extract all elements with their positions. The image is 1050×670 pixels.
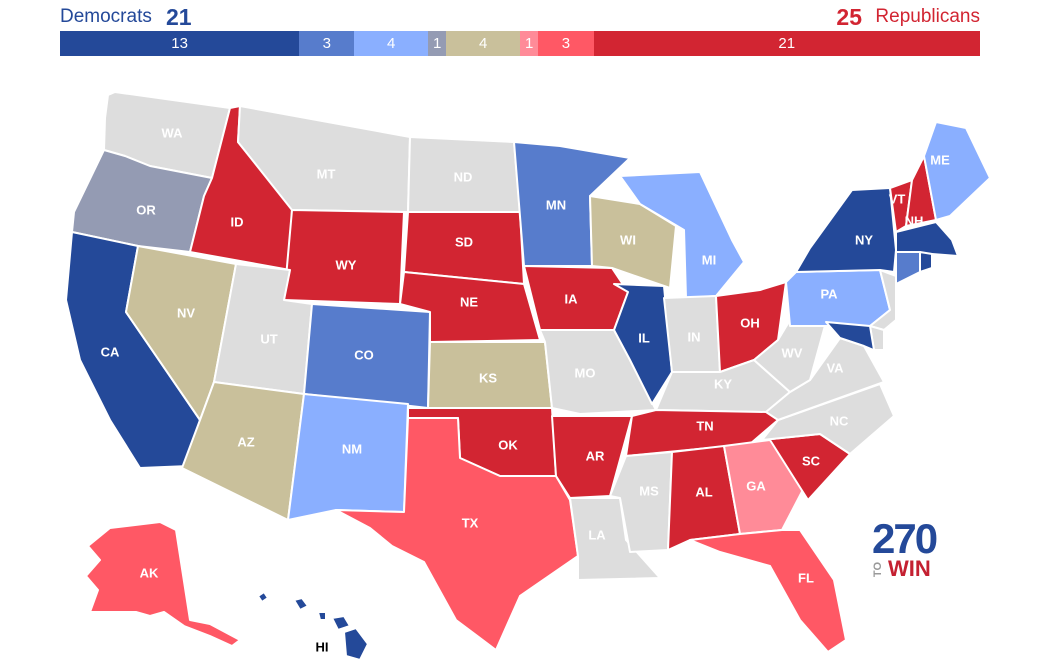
state-label-NM: NM: [342, 441, 362, 456]
state-label-AZ: AZ: [237, 434, 254, 449]
state-label-UT: UT: [260, 331, 277, 346]
state-label-VT: VT: [889, 191, 906, 206]
republicans-label: Republicans: [875, 6, 980, 27]
state-AK[interactable]: [85, 521, 241, 647]
rating-segment[interactable]: 13: [60, 31, 300, 56]
state-label-PA: PA: [820, 286, 838, 301]
republicans-count: 25: [836, 4, 862, 30]
state-label-AR: AR: [586, 448, 605, 463]
state-label-WY: WY: [336, 257, 357, 272]
state-PA[interactable]: [785, 269, 891, 327]
state-RI[interactable]: [919, 251, 933, 273]
header: Democrats 21 25 Republicans: [60, 4, 980, 30]
rating-segment[interactable]: 3: [538, 31, 594, 56]
state-FL[interactable]: [689, 529, 847, 653]
state-label-NE: NE: [460, 294, 478, 309]
state-label-SD: SD: [455, 234, 473, 249]
state-AZ[interactable]: [181, 381, 305, 521]
state-label-NH: NH: [905, 213, 924, 228]
state-CT[interactable]: [895, 251, 921, 285]
state-label-MI: MI: [702, 252, 716, 267]
state-HI[interactable]: [257, 591, 369, 661]
state-label-MS: MS: [639, 483, 659, 498]
state-label-OK: OK: [498, 437, 518, 452]
state-label-ID: ID: [231, 214, 244, 229]
state-label-KY: KY: [714, 376, 732, 391]
democrats-label: Democrats: [60, 6, 152, 27]
state-label-SC: SC: [802, 453, 821, 468]
state-label-TN: TN: [696, 418, 713, 433]
state-NM[interactable]: [287, 393, 409, 521]
logo-to: TO: [872, 562, 884, 578]
logo-win: WIN: [888, 556, 931, 581]
state-label-OH: OH: [740, 315, 760, 330]
state-label-MN: MN: [546, 197, 566, 212]
270towin-logo[interactable]: 270 TO WIN: [872, 518, 944, 582]
state-label-GA: GA: [746, 478, 766, 493]
rating-segment[interactable]: 3: [299, 31, 355, 56]
state-label-AL: AL: [695, 484, 712, 499]
rating-segment[interactable]: 21: [593, 31, 980, 56]
state-label-FL: FL: [798, 570, 814, 585]
state-label-IA: IA: [565, 291, 579, 306]
rating-segment[interactable]: 1: [519, 31, 539, 56]
state-label-WA: WA: [162, 125, 184, 140]
rating-segment[interactable]: 4: [446, 31, 520, 56]
state-label-KS: KS: [479, 370, 497, 385]
state-label-MO: MO: [575, 365, 596, 380]
state-label-VA: VA: [826, 360, 844, 375]
state-label-TX: TX: [462, 515, 479, 530]
state-label-IL: IL: [638, 330, 650, 345]
state-label-WI: WI: [620, 232, 636, 247]
state-label-NC: NC: [830, 413, 849, 428]
state-ME[interactable]: [923, 121, 991, 221]
state-label-CO: CO: [354, 347, 374, 362]
state-label-LA: LA: [588, 527, 606, 542]
logo-number: 270: [872, 515, 938, 562]
state-label-HI: HI: [316, 639, 329, 654]
state-label-AK: AK: [140, 565, 159, 580]
state-label-MT: MT: [317, 166, 336, 181]
state-NY[interactable]: [795, 187, 897, 273]
state-label-CA: CA: [101, 344, 120, 359]
state-label-ME: ME: [930, 152, 950, 167]
democrats-count: 21: [166, 4, 192, 30]
state-label-ND: ND: [454, 169, 473, 184]
state-label-IN: IN: [688, 329, 701, 344]
state-label-NV: NV: [177, 305, 195, 320]
rating-segment[interactable]: 1: [427, 31, 447, 56]
state-MD[interactable]: [825, 321, 889, 357]
state-label-WV: WV: [782, 345, 803, 360]
state-label-NY: NY: [855, 232, 873, 247]
rating-bar: 13 3 4 1 4 1 3 21: [60, 31, 980, 56]
state-label-OR: OR: [136, 202, 156, 217]
state-TX[interactable]: [335, 417, 579, 651]
rating-segment[interactable]: 4: [354, 31, 428, 56]
us-map: WA OR CA ID NV MT WY UT AZ CO NM ND SD NE KS OK TX MN IA MO…: [65, 91, 991, 661]
